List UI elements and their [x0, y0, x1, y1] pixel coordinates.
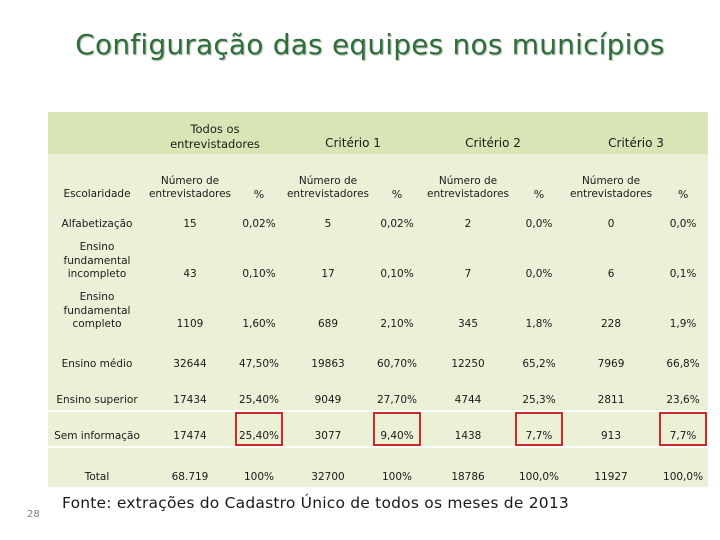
table-cell: 32700 — [284, 446, 372, 487]
table-cell: 7 — [464, 268, 472, 281]
table-cell: 1,60% — [242, 318, 276, 331]
table-cell: 100% — [234, 446, 284, 487]
table-cell: 12250 — [451, 358, 485, 371]
header-escolaridade: Escolaridade — [48, 154, 146, 206]
table-cell: 0,1% — [669, 268, 697, 281]
table-cell: 68.719 — [146, 446, 234, 487]
row-label: Ensino médio — [61, 358, 133, 371]
header-pct-c3: % — [658, 154, 709, 206]
table-cell: 0,10% — [380, 268, 414, 281]
highlighted-cell: 9,40% — [372, 410, 423, 447]
table-cell: 2811 — [597, 394, 625, 407]
header-group-todos: Todos os entrevistadores — [146, 112, 284, 154]
header-group-criterio-3: Critério 3 — [564, 112, 709, 154]
table-cell: 27,70% — [376, 394, 418, 407]
table-cell: 4744 — [454, 394, 482, 407]
total-row: Total 68.719 100% 32700 100% 18786 100,0… — [48, 446, 709, 487]
table-cell: 17474 — [146, 410, 234, 447]
table-cell: 32644 — [173, 358, 207, 371]
table-cell: 0,0% — [525, 268, 553, 281]
table-cell: 2,10% — [380, 318, 414, 331]
header-group-criterio-2: Critério 2 — [422, 112, 565, 154]
source-note: Fonte: extrações do Cadastro Único de to… — [62, 494, 569, 512]
table-cell: 11927 — [564, 446, 659, 487]
table-cell: 19863 — [311, 358, 345, 371]
header-numero-c1: Número de entrevistadores — [284, 154, 372, 206]
table-cell: 17434 — [173, 394, 207, 407]
table-cell: 7969 — [597, 358, 625, 371]
table-cell: 1,8% — [525, 318, 553, 331]
table-cell: 0 — [607, 218, 615, 231]
table-cell: 1,9% — [669, 318, 697, 331]
table-cell: 913 — [564, 410, 659, 447]
header-numero-todos: Número de entrevistadores — [146, 154, 234, 206]
table-row: Sem informação 17474 25,40% 3077 9,40% 1… — [48, 410, 709, 447]
row-label: Ensino fundamental incompleto — [63, 241, 131, 281]
table-cell: 9049 — [314, 394, 342, 407]
table-cell: 2 — [464, 218, 472, 231]
table-cell: 1438 — [422, 410, 515, 447]
table-cell: 23,6% — [666, 394, 700, 407]
table-row: Ensino médio 32644 47,50% 19863 60,70% 1… — [48, 334, 709, 374]
table-cell: 60,70% — [376, 358, 418, 371]
table-cell: 689 — [317, 318, 339, 331]
table-cell: 0,10% — [242, 268, 276, 281]
row-label: Ensino superior — [56, 394, 138, 407]
highlighted-cell: 7,7% — [658, 410, 709, 447]
header-empty-cell — [48, 112, 146, 154]
table-cell: 66,8% — [666, 358, 700, 371]
table-cell: 65,2% — [522, 358, 556, 371]
table-row: Ensino fundamental incompleto 43 0,10% 1… — [48, 234, 709, 284]
header-pct-c2: % — [514, 154, 565, 206]
table-cell: 100% — [372, 446, 423, 487]
table-row: Ensino superior 17434 25,40% 9049 27,70%… — [48, 374, 709, 411]
row-label: Alfabetização — [61, 218, 133, 231]
header-numero-c3: Número de entrevistadores — [564, 154, 659, 206]
table-cell: 6 — [607, 268, 615, 281]
row-label: Sem informação — [48, 410, 146, 447]
header-numero-c2: Número de entrevistadores — [422, 154, 515, 206]
table-cell: 15 — [183, 218, 197, 231]
page-number: 28 — [27, 509, 40, 520]
group-header-row: Todos os entrevistadores Critério 1 Crit… — [48, 112, 709, 154]
table-cell: 345 — [457, 318, 479, 331]
slide-title: Configuração das equipes nos municípios — [75, 28, 665, 61]
table-cell: 43 — [183, 268, 197, 281]
table-cell: 100,0% — [658, 446, 709, 487]
table-cell: 228 — [601, 318, 622, 331]
table-cell: 17 — [321, 268, 335, 281]
highlighted-cell: 7,7% — [514, 410, 565, 447]
header-pct-todos: % — [234, 154, 284, 206]
table-cell: 18786 — [422, 446, 515, 487]
table-cell: 0,0% — [525, 218, 553, 231]
column-header-row: Escolaridade Número de entrevistadores %… — [48, 154, 709, 206]
table-cell: 25,40% — [238, 394, 280, 407]
table-cell: 0,0% — [669, 218, 697, 231]
table-cell: 25,3% — [522, 394, 556, 407]
header-pct-c1: % — [372, 154, 423, 206]
table-cell: 3077 — [284, 410, 372, 447]
table-cell: 0,02% — [380, 218, 414, 231]
table-cell: 1109 — [176, 318, 204, 331]
teams-table: Todos os entrevistadores Critério 1 Crit… — [48, 112, 709, 487]
highlighted-cell: 25,40% — [234, 410, 284, 447]
table-row: Alfabetização 15 0,02% 5 0,02% 2 0,0% 0 … — [48, 206, 709, 234]
table-cell: 5 — [324, 218, 332, 231]
row-label: Total — [48, 446, 146, 487]
table-row: Ensino fundamental completo 1109 1,60% 6… — [48, 284, 709, 334]
table-cell: 100,0% — [514, 446, 565, 487]
header-group-criterio-1: Critério 1 — [284, 112, 423, 154]
row-label: Ensino fundamental completo — [63, 291, 131, 331]
table-cell: 47,50% — [238, 358, 280, 371]
table-cell: 0,02% — [242, 218, 276, 231]
